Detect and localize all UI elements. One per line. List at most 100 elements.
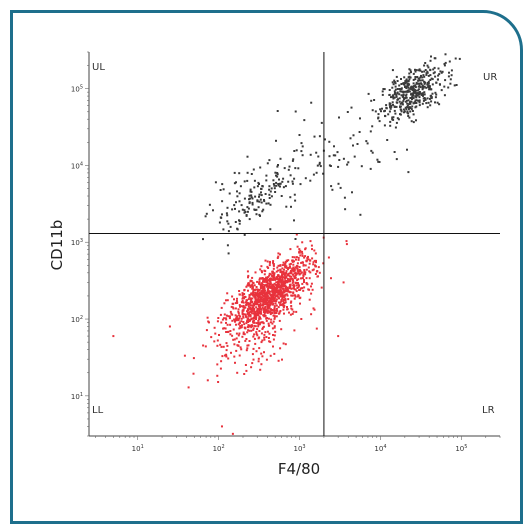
scatter-point-red — [287, 298, 290, 301]
scatter-point-red — [235, 319, 238, 322]
scatter-point-dark — [253, 208, 256, 211]
scatter-point-dark — [396, 88, 399, 90]
scatter-point-dark — [204, 215, 207, 218]
scatter-point-red — [289, 248, 292, 251]
scatter-point-red — [295, 273, 298, 276]
scatter-point-red — [264, 259, 267, 262]
scatter-point-dark — [256, 185, 259, 188]
scatter-point-dark — [429, 104, 432, 107]
scatter-point-red — [291, 312, 294, 315]
scatter-point-red — [300, 271, 303, 274]
scatter-point-red — [260, 284, 263, 287]
x-tick-exponent: 3 — [302, 444, 305, 450]
scatter-point-dark — [418, 96, 421, 99]
scatter-point-red — [255, 314, 258, 317]
scatter-point-dark — [381, 90, 384, 93]
scatter-point-red — [275, 315, 278, 318]
scatter-point-dark — [422, 99, 425, 102]
scatter-point-red — [291, 256, 294, 259]
scatter-point-red — [290, 294, 293, 297]
scatter-point-red — [239, 325, 242, 328]
scatter-point-red — [276, 257, 279, 259]
scatter-point-red — [220, 306, 223, 309]
scatter-point-red — [295, 290, 298, 293]
scatter-point-red — [259, 368, 262, 371]
scatter-point-red — [260, 332, 263, 335]
x-tick-label: 103 — [294, 444, 306, 453]
scatter-point-red — [241, 312, 244, 314]
scatter-point-dark — [259, 198, 262, 201]
scatter-point-red — [259, 268, 262, 271]
scatter-point-red — [289, 265, 291, 268]
scatter-point-dark — [407, 171, 410, 174]
scatter-point-dark — [428, 85, 431, 88]
scatter-point-dark — [285, 205, 288, 208]
scatter-point-red — [263, 312, 266, 315]
scatter-point-dark — [406, 148, 408, 151]
scatter-point-dark — [398, 100, 401, 103]
scatter-point-dark — [413, 101, 416, 104]
scatter-point-dark — [394, 126, 397, 129]
scatter-point-dark — [238, 192, 241, 195]
scatter-point-red — [298, 248, 301, 251]
scatter-point-red — [234, 314, 237, 317]
scatter-point-dark — [395, 75, 398, 78]
scatter-point-red — [310, 285, 312, 288]
scatter-point-red — [254, 288, 257, 291]
scatter-point-red — [302, 275, 305, 277]
scatter-point-red — [217, 381, 220, 383]
scatter-point-red — [294, 295, 297, 298]
scatter-point-dark — [332, 154, 335, 157]
scatter-point-dark — [458, 57, 461, 60]
scatter-point-red — [247, 309, 250, 312]
scatter-point-red — [241, 335, 244, 338]
scatter-point-red — [246, 302, 249, 305]
scatter-point-dark — [243, 197, 246, 200]
scatter-point-dark — [287, 168, 290, 171]
scatter-point-dark — [304, 177, 307, 180]
x-tick-base: 10 — [374, 445, 383, 453]
scatter-point-red — [272, 260, 275, 263]
scatter-point-red — [257, 319, 260, 322]
scatter-point-red — [280, 283, 283, 286]
scatter-point-dark — [333, 145, 335, 148]
scatter-point-red — [273, 278, 276, 281]
scatter-point-red — [284, 280, 287, 283]
scatter-point-dark — [272, 179, 275, 182]
scatter-point-dark — [258, 183, 260, 185]
scatter-point-red — [294, 266, 297, 269]
scatter-point-red — [249, 314, 252, 317]
scatter-point-red — [246, 270, 249, 273]
scatter-point-red — [264, 278, 267, 281]
scatter-point-dark — [455, 84, 458, 86]
scatter-point-dark — [414, 84, 417, 87]
x-tick-label: 104 — [374, 444, 386, 453]
scatter-point-dark — [383, 110, 386, 113]
scatter-point-red — [273, 325, 276, 328]
scatter-point-dark — [260, 194, 263, 197]
scatter-point-dark — [420, 82, 422, 85]
scatter-point-red — [286, 267, 289, 270]
scatter-point-red — [264, 284, 266, 287]
scatter-point-red — [278, 319, 281, 322]
scatter-point-dark — [454, 57, 457, 60]
scatter-point-red — [273, 305, 276, 308]
scatter-point-dark — [420, 92, 422, 95]
scatter-point-red — [255, 292, 258, 295]
scatter-point-dark — [424, 81, 426, 84]
scatter-point-dark — [294, 167, 297, 170]
scatter-point-red — [245, 322, 248, 325]
scatter-point-red — [235, 349, 238, 352]
scatter-point-red — [202, 344, 205, 347]
scatter-point-red — [266, 290, 269, 293]
scatter-point-red — [245, 338, 248, 340]
scatter-point-red — [288, 275, 291, 278]
scatter-point-dark — [378, 120, 381, 123]
scatter-point-dark — [279, 185, 281, 188]
scatter-point-red — [301, 252, 304, 255]
scatter-point-red — [314, 264, 316, 267]
scatter-point-red — [287, 289, 290, 292]
scatter-point-dark — [426, 71, 429, 74]
scatter-point-red — [238, 340, 241, 343]
scatter-point-red — [251, 283, 254, 286]
